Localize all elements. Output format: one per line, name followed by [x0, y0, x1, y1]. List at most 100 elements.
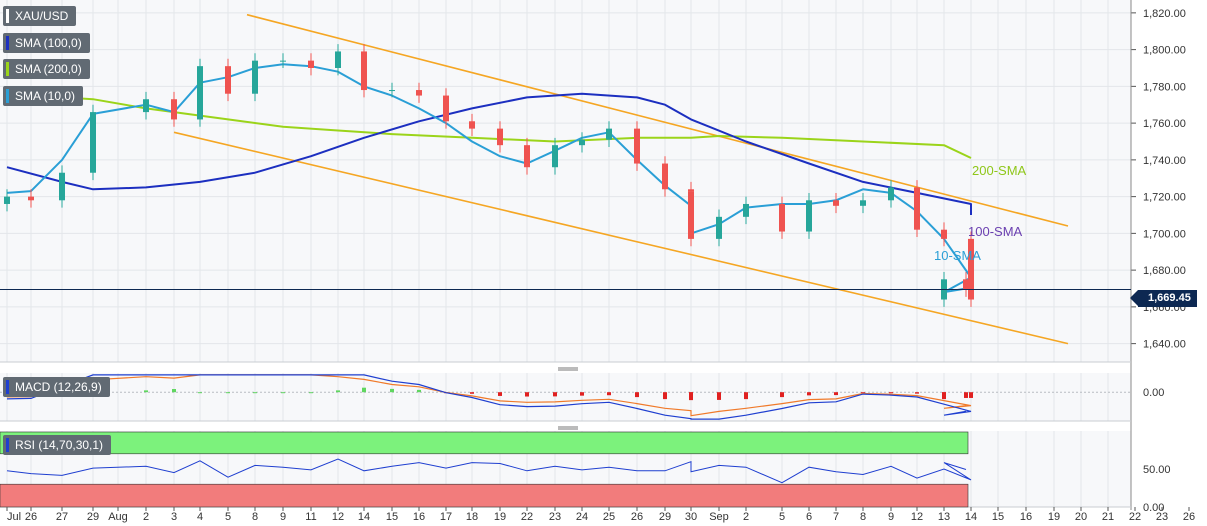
candle-body	[914, 187, 920, 230]
candle-body	[743, 203, 749, 217]
x-tick-label: 19	[494, 511, 506, 523]
candle-body	[860, 200, 866, 206]
y-tick-label-price: 1,740.00	[1143, 155, 1186, 167]
x-tick-label: 4	[197, 511, 203, 523]
x-tick-label: Aug	[108, 511, 128, 523]
x-tick-label: 14	[358, 511, 370, 523]
macd-histogram-bar	[663, 392, 667, 400]
candle-body	[779, 203, 785, 232]
x-tick-label: 19	[1048, 511, 1060, 523]
macd-histogram-bar	[689, 392, 693, 401]
sma10-line	[6, 63, 972, 294]
candles-group	[4, 44, 974, 307]
sma100-annotation: 100-SMA	[968, 224, 1023, 239]
sma10-tag[interactable]: SMA (10,0)	[3, 86, 84, 106]
macd-histogram-bar	[689, 392, 693, 396]
macd-histogram-bar	[942, 392, 946, 400]
x-tick-label: 8	[252, 511, 258, 523]
macd-histogram-bar	[390, 388, 394, 393]
macd-histogram-bar	[889, 392, 893, 394]
candle-body	[606, 128, 612, 140]
macd-histogram-bar	[172, 389, 176, 393]
y-tick-label-price: 1,760.00	[1143, 118, 1186, 130]
macd-histogram-bar	[498, 392, 502, 396]
candle-body	[941, 229, 947, 239]
macd-tag[interactable]: MACD (12,26,9)	[3, 377, 110, 397]
candle-body	[225, 66, 231, 94]
macd-panel-bg	[0, 373, 1131, 421]
x-tick-label: 24	[576, 511, 588, 523]
macd-histogram-bar	[744, 392, 748, 400]
candle-body	[968, 238, 974, 300]
x-tick-label: 5	[225, 511, 231, 523]
sma100-tag-label: SMA (100,0)	[15, 36, 82, 50]
macd-histogram-bar	[969, 392, 973, 398]
symbol-label: XAU/USD	[15, 9, 69, 23]
channel-upper-line	[246, 13, 1069, 227]
macd-histogram-bar	[525, 392, 529, 397]
sma10-annotation: 10-SMA	[934, 248, 981, 263]
sma200-swatch	[6, 62, 9, 76]
candle-body	[833, 200, 839, 206]
rsi-line	[6, 458, 972, 484]
macd-histogram-bar	[553, 392, 557, 397]
sma200-tag[interactable]: SMA (200,0)	[3, 59, 90, 79]
sma100-tag[interactable]: SMA (100,0)	[3, 33, 90, 53]
x-tick-label: 26	[1183, 511, 1195, 523]
x-tick-label: 13	[938, 511, 950, 523]
candle-body	[143, 99, 149, 113]
x-tick-label: 11	[305, 511, 316, 523]
x-tick-label: 15	[992, 511, 1004, 523]
macd-histogram-bar	[635, 392, 639, 398]
macd-histogram-bar	[417, 389, 421, 393]
x-tick-label: 17	[440, 511, 452, 523]
rsi-tag[interactable]: RSI (14,70,30,1)	[3, 435, 112, 455]
candle-body	[335, 51, 341, 68]
y-tick-label-price: 1,720.00	[1143, 192, 1186, 204]
x-tick-label: 14	[965, 511, 977, 523]
candle-body	[361, 51, 367, 91]
candle-body	[197, 66, 203, 120]
macd-histogram-bar	[198, 392, 202, 394]
channel-lower-line	[173, 131, 1069, 345]
macd-line	[6, 374, 972, 420]
x-tick-label: 12	[332, 511, 344, 523]
x-tick-label: 30	[685, 511, 697, 523]
x-tick-label: 12	[911, 511, 923, 523]
x-tick-label: 22	[1129, 511, 1141, 523]
symbol-tag: XAU/USD	[3, 6, 77, 26]
candle-body	[308, 60, 314, 68]
x-tick-label: 27	[56, 511, 68, 523]
y-tick-label-macd: 0.00	[1143, 387, 1164, 399]
candle-body	[579, 139, 585, 146]
candle-body	[90, 112, 96, 173]
candle-body	[497, 128, 503, 146]
sma200-tag-label: SMA (200,0)	[15, 62, 82, 76]
x-tick-label: 3	[171, 511, 177, 523]
x-tick-label: 16	[413, 511, 425, 523]
x-tick-label: 23	[1156, 511, 1168, 523]
macd-histogram-bar	[281, 392, 285, 394]
x-tick-label: 29	[659, 511, 671, 523]
macd-histogram-bar	[144, 390, 148, 393]
x-tick-label: 29	[87, 511, 99, 523]
candle-body	[252, 60, 258, 94]
macd-histogram-bar	[226, 392, 230, 394]
macd-swatch	[6, 380, 9, 394]
x-tick-label: Jul	[7, 511, 21, 523]
candle-body	[416, 90, 422, 96]
rsi-oversold-zone	[0, 483, 969, 508]
x-tick-label: 21	[1102, 511, 1114, 523]
candle-body	[28, 196, 34, 201]
y-tick-label-price: 1,680.00	[1143, 265, 1186, 277]
rsi-overbought-zone	[0, 431, 969, 455]
candle-body	[443, 95, 449, 122]
x-tick-label: 18	[466, 511, 478, 523]
macd-histogram-bar	[336, 390, 340, 393]
x-tick-label: 9	[888, 511, 894, 523]
candle-body	[552, 145, 558, 168]
macd-tag-label: MACD (12,26,9)	[15, 380, 102, 394]
macd-histogram-bar	[309, 392, 313, 394]
sma200-annotation: 200-SMA	[972, 163, 1027, 178]
